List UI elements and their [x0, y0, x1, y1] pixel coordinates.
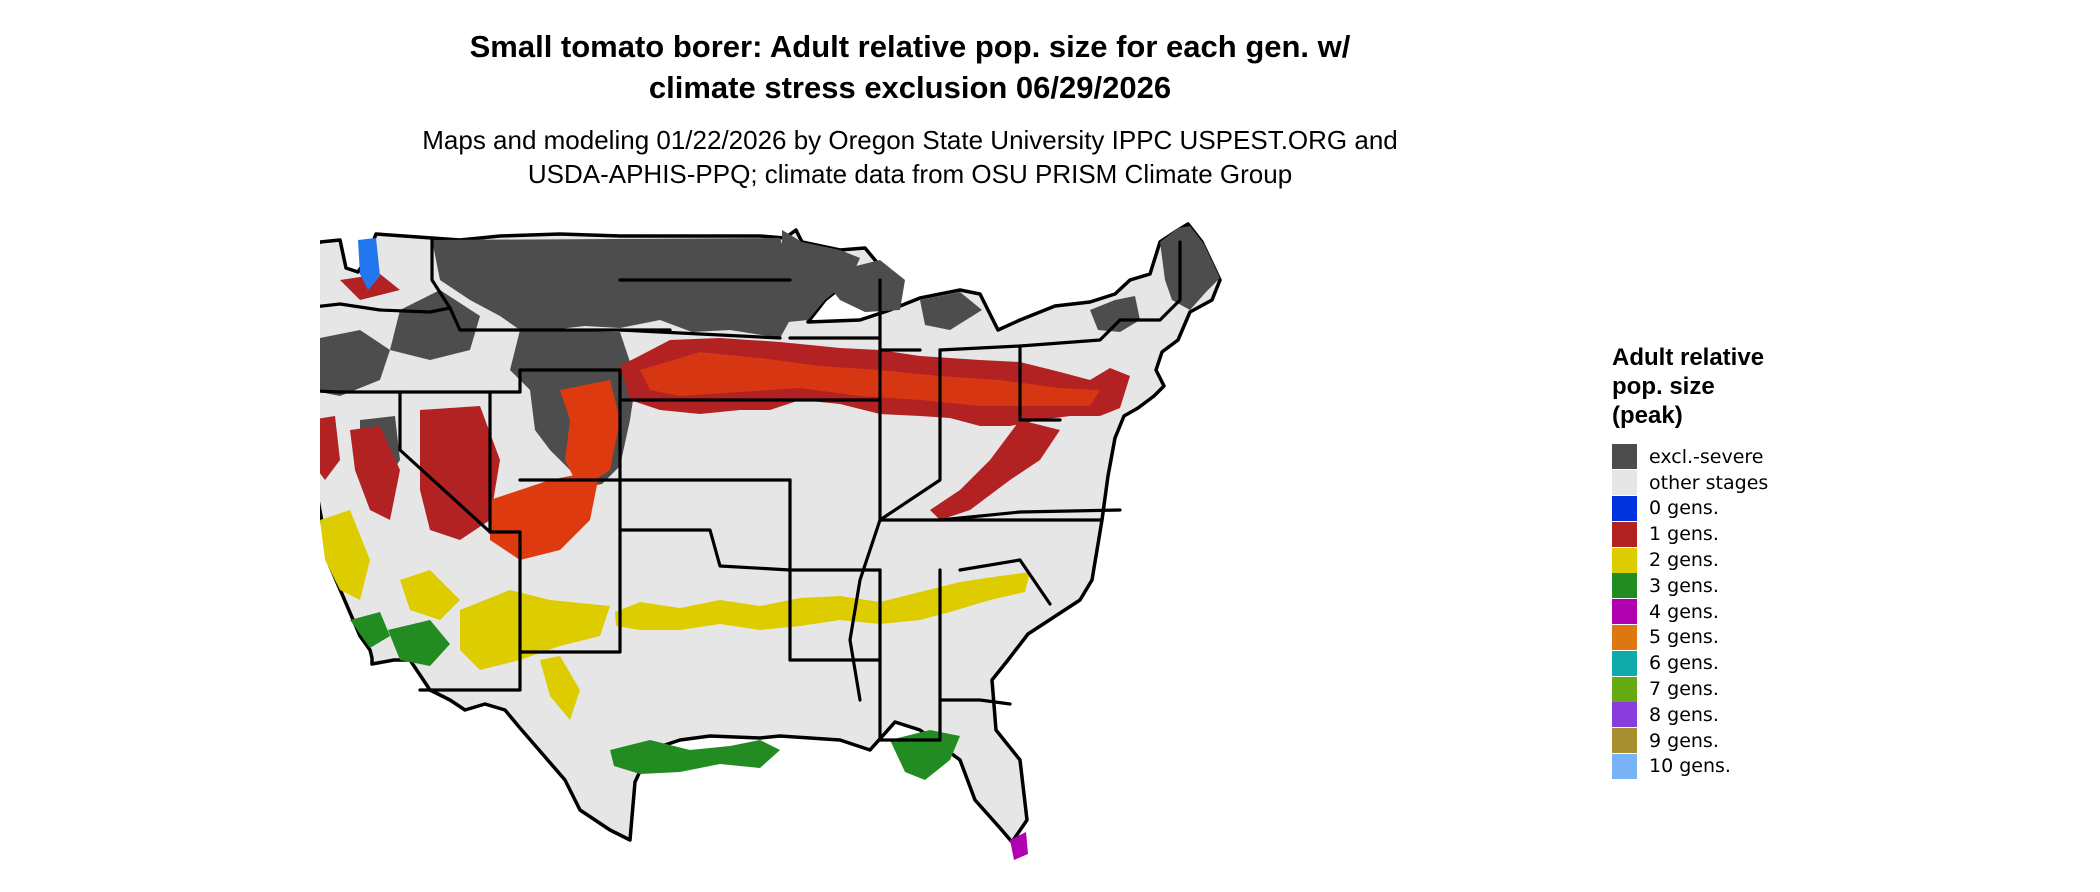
region-1gen-plains	[560, 380, 620, 490]
region-excluded-north-plains	[432, 238, 794, 338]
border-id-mt	[430, 236, 452, 310]
legend-item: 8 gens.	[1612, 702, 1812, 728]
border-sd-ne	[618, 328, 782, 340]
legend-item: excl.-severe	[1612, 444, 1812, 470]
region-excluded-new-england	[1160, 226, 1220, 310]
region-excluded-new-york	[1090, 296, 1140, 332]
region-1gen-corn-belt-bright	[640, 352, 1100, 406]
legend-item: 1 gens.	[1612, 521, 1812, 547]
border-pa-ny	[1018, 318, 1122, 348]
border-ms-river	[848, 518, 882, 702]
legend-label: 5 gens.	[1649, 626, 1719, 649]
region-excluded-oregon	[320, 330, 390, 396]
border-az-nm	[418, 530, 522, 692]
border-ms-al	[878, 568, 942, 742]
legend-swatch	[1612, 702, 1637, 728]
region-1gen-california-north	[320, 416, 340, 480]
border-new-england	[1118, 240, 1182, 322]
legend: Adult relative pop. size (peak) excl.-se…	[1612, 343, 1812, 779]
legend-label: 9 gens.	[1649, 729, 1719, 752]
legend-label: 0 gens.	[1649, 497, 1719, 520]
region-1gen-appalachia	[930, 420, 1060, 520]
legend-label: 2 gens.	[1649, 549, 1719, 572]
map-title: Small tomato borer: Adult relative pop. …	[469, 29, 1351, 105]
legend-label: other stages	[1649, 471, 1769, 494]
border-oh-pa	[938, 344, 1062, 422]
legend-swatch	[1612, 753, 1637, 779]
region-3gen-arizona	[388, 620, 450, 666]
region-3gen-california	[350, 612, 390, 648]
legend-item: 7 gens.	[1612, 676, 1812, 702]
region-2gen-south-band	[615, 572, 1030, 630]
region-4gen-south-florida	[1010, 832, 1028, 860]
region-1gen-new-mexico	[490, 470, 600, 560]
border-wa-or	[320, 302, 452, 314]
legend-swatch	[1612, 624, 1637, 650]
legend-item: 6 gens.	[1612, 650, 1812, 676]
legend-label: 4 gens.	[1649, 600, 1719, 623]
legend-label: 7 gens.	[1649, 678, 1719, 701]
region-excluded-idaho	[390, 290, 480, 360]
legend-item: 3 gens.	[1612, 573, 1812, 599]
region-2gen-arizona	[400, 570, 460, 620]
border-il-in	[878, 348, 942, 522]
legend-swatch	[1612, 547, 1637, 573]
border-ar-la	[788, 568, 882, 662]
legend-item: other stages	[1612, 470, 1812, 496]
legend-label: excl.-severe	[1649, 445, 1764, 468]
border-nm-tx	[518, 478, 622, 654]
legend-item: 10 gens.	[1612, 753, 1812, 780]
border-ok-tx	[618, 528, 792, 572]
region-0gen-cascades	[358, 238, 380, 290]
legend-swatch	[1612, 470, 1637, 496]
legend-item: 4 gens.	[1612, 599, 1812, 625]
region-2gen-texas-big-bend	[540, 656, 580, 720]
legend-swatch	[1612, 676, 1637, 702]
region-1gen-great-basin	[350, 426, 400, 520]
legend-swatch	[1612, 728, 1637, 754]
border-sc-ga	[958, 558, 1052, 606]
region-3gen-florida	[890, 730, 960, 780]
legend-label: 3 gens.	[1649, 574, 1719, 597]
region-2gen-texas-west	[460, 590, 610, 670]
legend-swatch	[1612, 650, 1637, 676]
border-or-ca	[320, 389, 402, 394]
legend-swatch	[1612, 444, 1637, 470]
legend-swatch	[1612, 573, 1637, 599]
legend-swatch	[1612, 495, 1637, 521]
legend-title: Adult relative pop. size (peak)	[1612, 344, 1765, 429]
region-2gen-california-central	[320, 510, 370, 600]
legend-swatch	[1612, 599, 1637, 625]
legend-label: 8 gens.	[1649, 703, 1719, 726]
legend-item: 2 gens.	[1612, 547, 1812, 573]
legend-swatch	[1612, 521, 1637, 547]
border-ut-co	[488, 368, 622, 482]
legend-item: 0 gens.	[1612, 495, 1812, 522]
region-excluded-wisconsin	[820, 260, 905, 312]
legend-label: 1 gens.	[1649, 523, 1719, 546]
legend-label: 10 gens.	[1649, 755, 1731, 778]
legend-label: 6 gens.	[1649, 652, 1719, 675]
region-3gen-gulf-coast	[610, 740, 780, 774]
region-excluded-michigan-north	[920, 292, 982, 330]
legend-items: excl.-severe other stages 0 gens. 1 gens. 2 …	[1612, 444, 1812, 779]
region-1gen-southwest	[420, 406, 500, 540]
border-ga-fl	[938, 698, 1012, 706]
map-subtitle: Maps and modeling 01/22/2026 by Oregon S…	[422, 125, 1398, 189]
legend-item: 5 gens.	[1612, 624, 1812, 651]
legend-item: 9 gens.	[1612, 728, 1812, 754]
border-va-nc	[938, 508, 1122, 522]
us-map	[320, 222, 1222, 860]
border-ca-nv	[398, 390, 492, 534]
